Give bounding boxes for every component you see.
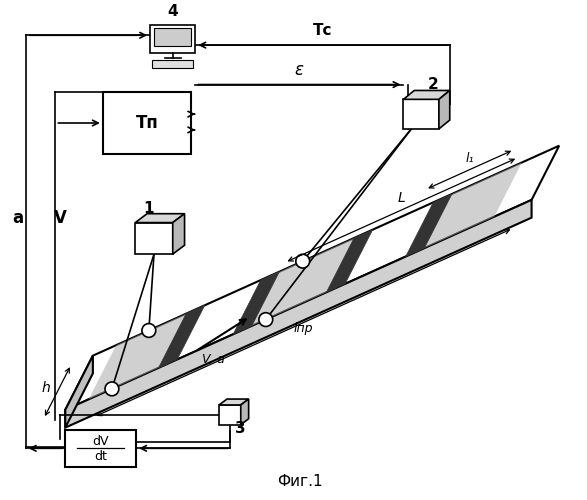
Text: a: a — [12, 208, 23, 226]
Polygon shape — [219, 405, 241, 424]
Text: dV: dV — [93, 435, 109, 448]
Text: lпр: lпр — [294, 322, 313, 336]
Polygon shape — [403, 100, 439, 129]
Polygon shape — [219, 399, 249, 405]
Polygon shape — [135, 222, 173, 254]
Polygon shape — [403, 90, 450, 100]
Circle shape — [105, 382, 119, 396]
Polygon shape — [158, 306, 205, 368]
Polygon shape — [173, 214, 184, 254]
Text: V: V — [54, 208, 67, 226]
Bar — [154, 28, 191, 46]
Text: Фиг.1: Фиг.1 — [277, 474, 323, 489]
Text: 3: 3 — [235, 420, 246, 436]
Text: 4: 4 — [167, 4, 178, 18]
Circle shape — [296, 254, 309, 268]
Polygon shape — [242, 234, 363, 330]
Polygon shape — [415, 162, 522, 252]
Text: $\varepsilon$: $\varepsilon$ — [294, 60, 304, 78]
Bar — [152, 60, 194, 68]
Polygon shape — [326, 230, 373, 292]
Polygon shape — [89, 310, 195, 400]
Text: L: L — [397, 191, 405, 205]
Polygon shape — [135, 214, 184, 222]
Polygon shape — [439, 90, 450, 129]
Text: Тс: Тс — [313, 24, 332, 38]
Text: Тп: Тп — [136, 114, 158, 132]
Circle shape — [259, 312, 273, 326]
Text: dt: dt — [95, 450, 107, 462]
Polygon shape — [406, 194, 452, 256]
Polygon shape — [233, 272, 279, 334]
Text: V, a: V, a — [202, 353, 225, 366]
Text: 1: 1 — [143, 200, 153, 216]
Bar — [103, 92, 191, 154]
Text: l₁: l₁ — [465, 152, 474, 164]
Bar — [150, 26, 195, 53]
Polygon shape — [65, 200, 532, 428]
Bar — [65, 430, 136, 467]
Text: 2: 2 — [427, 78, 438, 92]
Polygon shape — [241, 399, 249, 424]
Circle shape — [142, 324, 156, 338]
Text: h: h — [41, 380, 50, 394]
Polygon shape — [65, 356, 93, 428]
Polygon shape — [65, 146, 559, 410]
